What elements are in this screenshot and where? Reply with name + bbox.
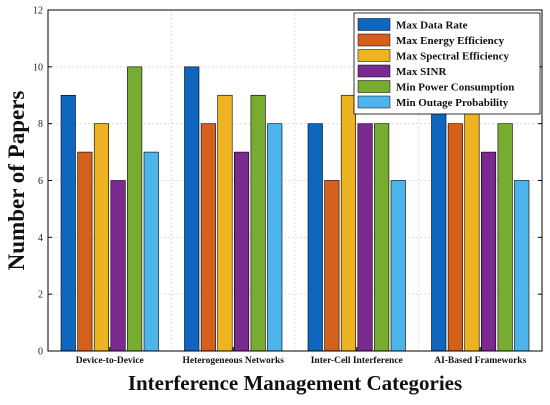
y-axis-ticks: 0 2 4 6 8 10 12 <box>33 6 542 358</box>
bar-max-data-rate <box>184 66 200 352</box>
bar-min-power-consumption <box>127 66 143 352</box>
legend-swatch <box>357 80 391 93</box>
bar-max-sinr <box>234 151 250 352</box>
y-tick-label: 12 <box>33 6 43 17</box>
bar-min-power-consumption <box>250 94 266 352</box>
x-tick-label: AI-Based Frameworks <box>434 356 526 366</box>
x-tick-label: Heterogeneous Networks <box>183 356 285 366</box>
bar-min-power-consumption <box>374 123 390 352</box>
y-tick-label: 10 <box>33 62 43 73</box>
bar-min-power-consumption <box>497 123 513 352</box>
bars <box>60 66 530 352</box>
y-tick-label: 6 <box>38 176 43 187</box>
y-tick-label: 2 <box>38 290 43 301</box>
legend-entry: Max Spectral Efficiency <box>396 51 510 63</box>
y-axis-title: Number of Papers <box>4 91 29 271</box>
y-tick-label: 4 <box>38 233 43 244</box>
x-tick-label: Device-to-Device <box>76 356 144 366</box>
bar-max-spectral-efficiency <box>340 94 357 352</box>
bar-max-data-rate <box>431 94 447 352</box>
legend-entry: Max Energy Efficiency <box>396 35 505 47</box>
legend-swatch <box>357 49 391 62</box>
bar-max-energy-efficiency <box>447 123 463 352</box>
y-tick-label: 8 <box>38 119 43 130</box>
bar-min-outage-probability <box>267 123 283 352</box>
bar-min-outage-probability <box>390 180 406 352</box>
legend-entry: Min Power Consumption <box>396 82 514 94</box>
bar-max-energy-efficiency <box>200 123 216 352</box>
legend-swatch <box>357 95 391 109</box>
bar-max-sinr <box>480 151 497 352</box>
legend-swatch <box>357 33 391 47</box>
legend-swatch <box>357 18 391 31</box>
bar-max-sinr <box>110 180 126 352</box>
bar-max-spectral-efficiency <box>93 123 109 352</box>
legend-entry: Min Outage Probability <box>396 97 509 109</box>
bar-max-energy-efficiency <box>77 151 93 352</box>
legend-entry: Max SINR <box>396 66 447 78</box>
bar-max-spectral-efficiency <box>464 94 480 352</box>
legend-swatch <box>357 64 391 78</box>
y-tick-label: 0 <box>38 347 43 358</box>
bar-max-sinr <box>357 123 373 352</box>
bar-max-spectral-efficiency <box>217 94 233 352</box>
bar-min-outage-probability <box>143 151 159 352</box>
bar-max-data-rate <box>307 123 323 352</box>
legend: Max Data Rate Max Energy Efficiency Max Sp… <box>353 12 541 115</box>
x-tick-label: Inter-Cell Interference <box>311 356 403 366</box>
legend-entry: Max Data Rate <box>396 20 468 32</box>
bar-max-energy-efficiency <box>324 180 340 352</box>
x-axis-ticks: Device-to-Device Heterogeneous Networks In… <box>76 347 527 366</box>
x-axis-title: Interference Management Categories <box>128 371 462 395</box>
bar-min-outage-probability <box>514 180 530 352</box>
bar-max-data-rate <box>60 94 76 352</box>
